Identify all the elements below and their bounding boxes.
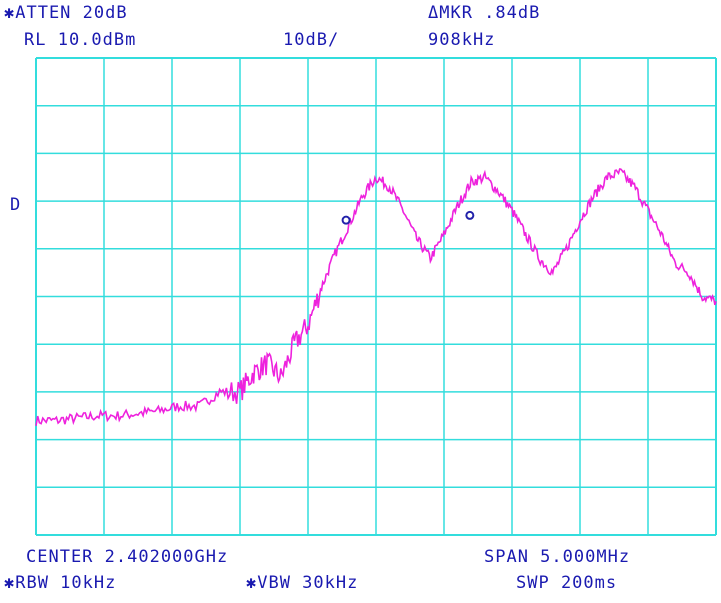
- trace-layer: [35, 168, 717, 426]
- reference-level-label: RL 10.0dBm: [24, 30, 137, 50]
- span-label: SPAN 5.000MHz: [484, 547, 631, 567]
- sweep-time-label: SWP 200ms: [516, 573, 618, 593]
- scale-label: 10dB/: [283, 30, 340, 50]
- marker-point: [341, 215, 351, 225]
- delta-marker-frequency: 908kHz: [428, 30, 496, 50]
- marker-point: [465, 210, 475, 220]
- graticule: [35, 57, 717, 536]
- rbw-label: ✱RBW 10kHz: [4, 573, 117, 593]
- attenuation-label: ✱ATTEN 20dB: [4, 3, 128, 23]
- center-frequency-label: CENTER 2.402000GHz: [26, 547, 229, 567]
- display-line-indicator: D: [10, 195, 22, 215]
- marker-layer: [341, 210, 475, 225]
- vbw-label: ✱VBW 30kHz: [246, 573, 359, 593]
- delta-marker-amplitude: ΔMKR .84dB: [428, 3, 541, 23]
- spectrum-trace: [35, 168, 717, 426]
